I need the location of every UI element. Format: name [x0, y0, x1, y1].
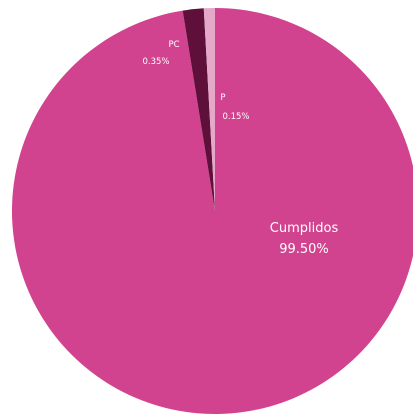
slice-value-p: 0.15%: [222, 112, 249, 122]
slice-value-pc: 0.35%: [142, 57, 169, 67]
slice-label-pc: PC: [168, 40, 179, 50]
pie-slice-p: [203, 7, 215, 211]
pie-slices: [11, 7, 413, 414]
slice-value-cumplidos: 99.50%: [279, 242, 329, 257]
slice-label-cumplidos: Cumplidos: [270, 221, 339, 236]
pie-slice-pc: [182, 8, 215, 212]
pie-slice-cumplidos: [11, 8, 413, 414]
slice-label-p: P: [220, 93, 225, 103]
